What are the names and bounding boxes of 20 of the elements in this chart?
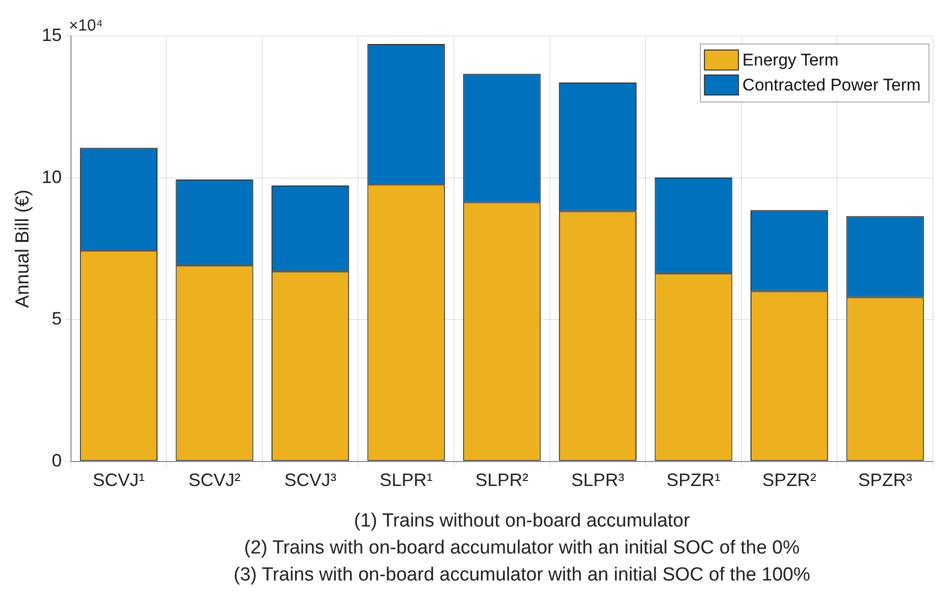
legend-label: Energy Term bbox=[742, 50, 838, 70]
text: ×10⁴ bbox=[68, 17, 103, 34]
y-tick-label: 15 bbox=[42, 24, 62, 45]
x-tick-label: SCVJ³ bbox=[284, 470, 336, 490]
y-axis-title: Annual Bill (€) bbox=[12, 190, 34, 308]
x-tick-label: SPZR² bbox=[762, 470, 816, 490]
x-tick-label: SLPR³ bbox=[571, 470, 624, 490]
legend-label: Contracted Power Term bbox=[742, 76, 921, 95]
x-tick-label: SPZR³ bbox=[858, 470, 912, 490]
x-tick-label: SCVJ² bbox=[188, 470, 241, 490]
x-tick-label: SLPR¹ bbox=[380, 470, 433, 490]
x-tick-label: SCVJ¹ bbox=[92, 470, 145, 490]
x-tick-label: SLPR² bbox=[475, 470, 528, 490]
x-tick-label: SPZR¹ bbox=[666, 470, 721, 490]
text: (2) Trains with on-board accumulator with an initial SOC of the 0% bbox=[244, 538, 800, 559]
y-tick-label: 0 bbox=[52, 450, 62, 470]
y-tick-label: 10 bbox=[42, 166, 62, 187]
text: (1) Trains without on-board accumulator bbox=[354, 510, 690, 532]
text: (3) Trains with on-board accumulator with an initial SOC of the 100% bbox=[234, 564, 810, 586]
y-tick-label: 5 bbox=[52, 308, 62, 329]
